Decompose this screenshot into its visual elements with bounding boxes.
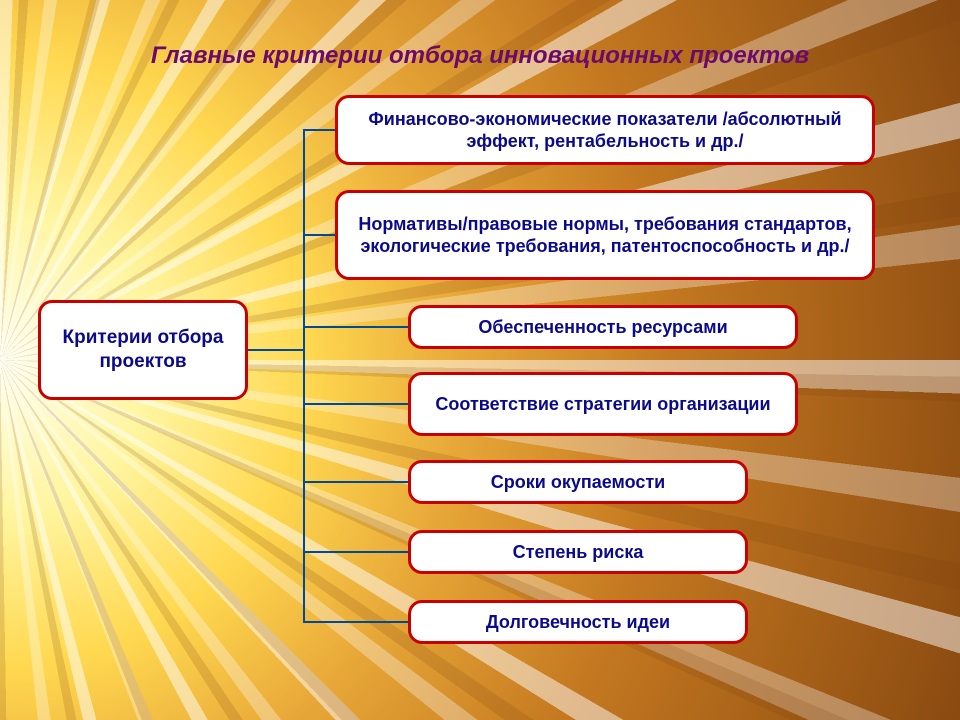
- root-node: Критерии отбора проектов: [38, 300, 248, 400]
- diagram-content: Главные критерии отбора инновационных пр…: [0, 0, 960, 720]
- child-node-1: Нормативы/правовые нормы, требования ста…: [335, 190, 875, 280]
- child-node-2: Обеспеченность ресурсами: [408, 305, 798, 349]
- child-node-3: Соответствие стратегии организации: [408, 372, 798, 436]
- child-node-4: Сроки окупаемости: [408, 460, 748, 504]
- page-title: Главные критерии отбора инновационных пр…: [0, 42, 960, 70]
- child-node-0: Финансово-экономические показатели /абсо…: [335, 95, 875, 165]
- child-node-5: Степень риска: [408, 530, 748, 574]
- child-node-6: Долговечность идеи: [408, 600, 748, 644]
